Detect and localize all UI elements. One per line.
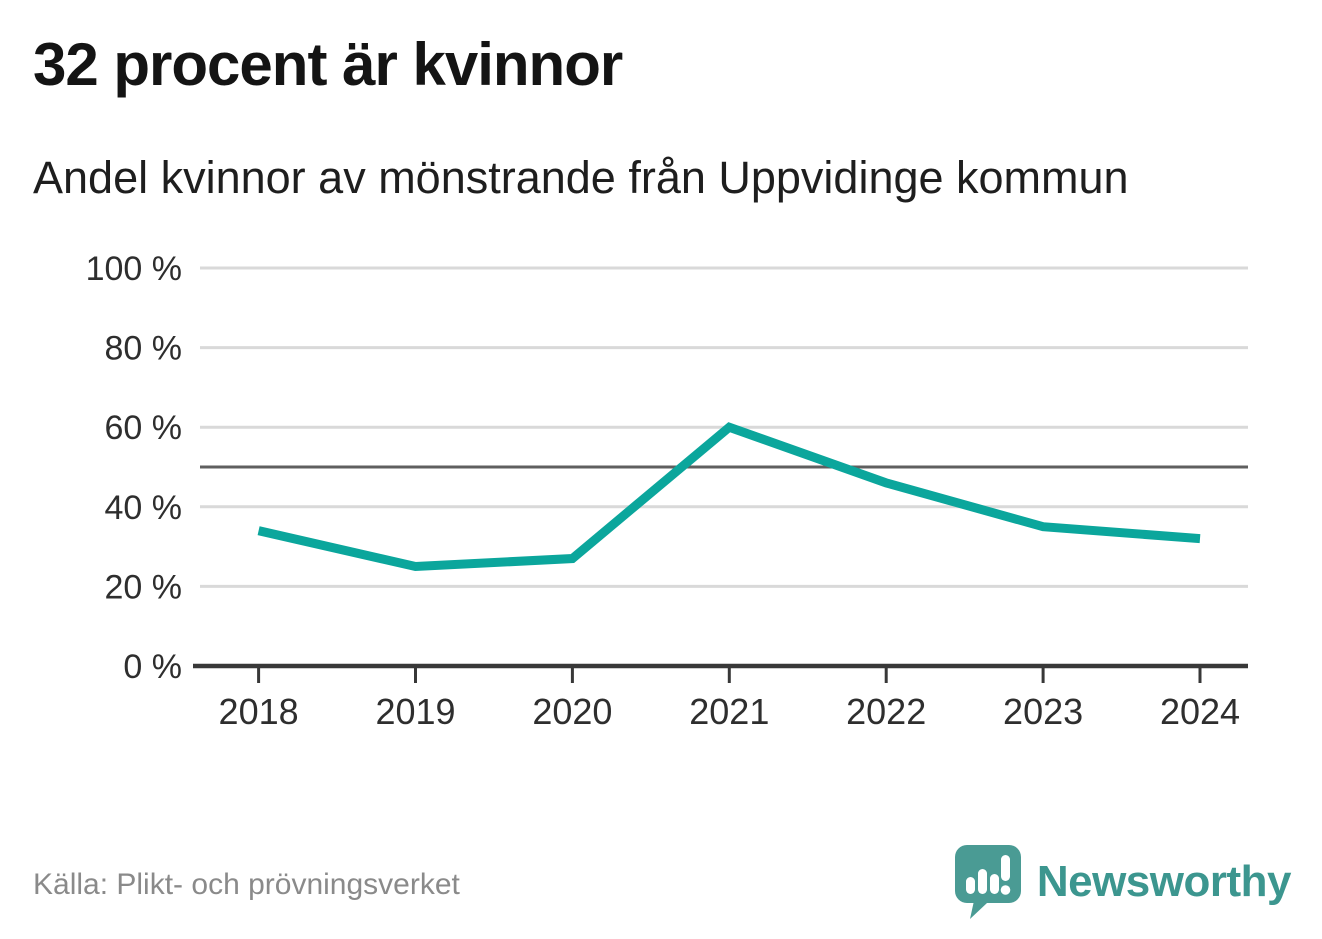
svg-text:2022: 2022: [846, 691, 926, 732]
y-axis-labels: 0 % 20 % 40 % 60 % 80 % 100 %: [86, 250, 182, 686]
x-axis-labels: 2018 2019 2020 2021 2022 2023 2024: [219, 691, 1240, 732]
svg-text:20 %: 20 %: [105, 568, 183, 606]
source-note: Källa: Plikt- och prövningsverket: [33, 868, 460, 901]
data-series-line: [257, 422, 1201, 572]
svg-text:2019: 2019: [375, 691, 455, 732]
svg-text:80 %: 80 %: [105, 330, 183, 368]
brand-wordmark: Newsworthy: [1036, 857, 1292, 906]
x-axis-ticks: [257, 668, 1202, 683]
bar-chart-speech-bubble-icon: [954, 845, 1021, 919]
page-title: 32 procent är kvinnor: [33, 31, 623, 98]
svg-text:60 %: 60 %: [105, 409, 183, 447]
newsworthy-logo: Newsworthy: [954, 845, 1292, 919]
svg-text:2020: 2020: [532, 691, 612, 732]
svg-text:2021: 2021: [689, 691, 769, 732]
svg-text:100 %: 100 %: [86, 250, 182, 288]
svg-text:2023: 2023: [1003, 691, 1083, 732]
svg-text:40 %: 40 %: [105, 489, 183, 527]
svg-text:2018: 2018: [219, 691, 299, 732]
svg-text:0 %: 0 %: [123, 648, 182, 686]
chart-subtitle: Andel kvinnor av mönstrande från Uppvidi…: [33, 152, 1129, 203]
svg-text:2024: 2024: [1160, 691, 1240, 732]
